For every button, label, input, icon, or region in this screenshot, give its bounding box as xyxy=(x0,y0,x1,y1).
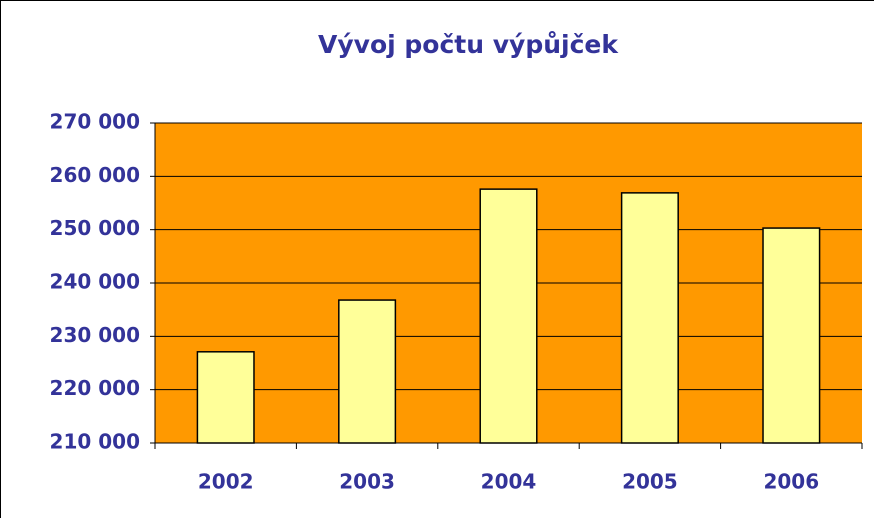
y-tick-label: 240 000 xyxy=(50,270,140,294)
x-tick-label: 2002 xyxy=(198,470,254,494)
x-tick-label: 2006 xyxy=(763,470,819,494)
bar xyxy=(338,299,397,444)
x-tick-label: 2004 xyxy=(481,470,537,494)
y-tick-label: 260 000 xyxy=(50,163,140,187)
x-tick-label: 2003 xyxy=(339,470,395,494)
bar xyxy=(479,188,538,444)
y-tick-label: 270 000 xyxy=(50,110,140,134)
bar xyxy=(620,192,679,444)
x-tick-label: 2005 xyxy=(622,470,678,494)
chart-title: Vývoj počtu výpůjček xyxy=(318,30,619,59)
y-tick-label: 210 000 xyxy=(50,430,140,454)
y-tick-label: 220 000 xyxy=(50,376,140,400)
bar xyxy=(762,227,821,444)
y-tick-label: 230 000 xyxy=(50,323,140,347)
y-tick-label: 250 000 xyxy=(50,216,140,240)
bar xyxy=(196,351,255,444)
